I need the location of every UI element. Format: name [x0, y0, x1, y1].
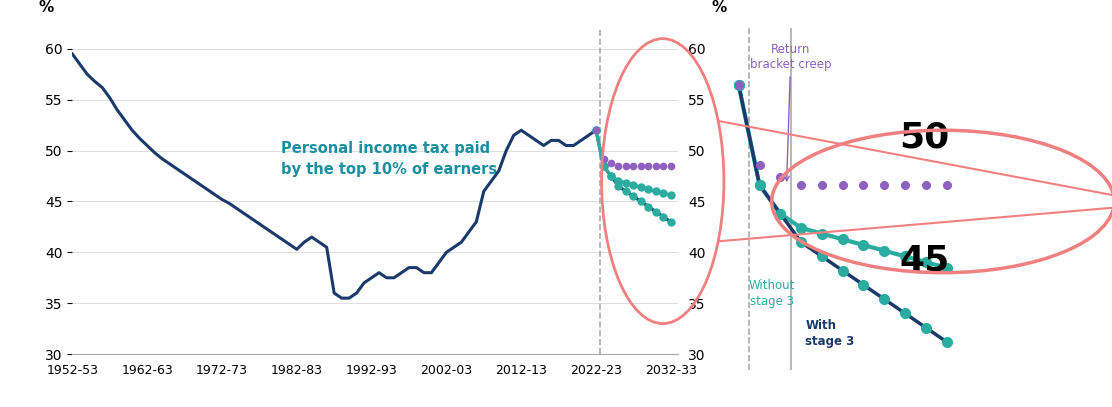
Text: With
stage 3: With stage 3 [805, 319, 854, 348]
Text: Without
stage 3: Without stage 3 [748, 279, 795, 308]
Text: %: % [712, 0, 727, 15]
Text: Return
bracket creep: Return bracket creep [749, 43, 832, 181]
Text: %: % [39, 0, 54, 15]
Text: 45: 45 [900, 244, 950, 278]
Text: 50: 50 [900, 121, 950, 155]
Text: Personal income tax paid
by the top 10% of earners: Personal income tax paid by the top 10% … [281, 141, 497, 177]
